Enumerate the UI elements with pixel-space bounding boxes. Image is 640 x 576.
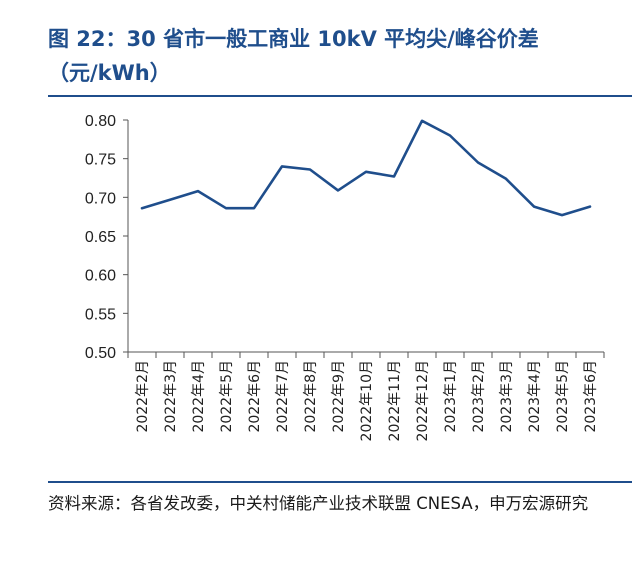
x-tick-label: 2022年8月 xyxy=(303,360,319,433)
series-line xyxy=(140,119,592,217)
x-axis-ticks: 2022年2月 2022年3月 2022年4月 2022年5月 2022年6月 2022年… xyxy=(127,352,605,441)
title-divider xyxy=(48,95,632,97)
x-tick-label: 2022年11月 xyxy=(387,360,403,441)
x-tick-label: 2023年1月 xyxy=(443,360,459,433)
y-tick-label: 0.75 xyxy=(85,152,116,169)
x-tick-label: 2023年6月 xyxy=(583,360,599,433)
x-tick-label: 2023年2月 xyxy=(471,360,487,433)
y-tick-label: 0.65 xyxy=(85,229,116,246)
x-tick-label: 2023年3月 xyxy=(499,360,515,433)
x-tick-label: 2022年12月 xyxy=(415,360,431,441)
chart-source-note: 资料来源：各省发改委，中关村储能产业技术联盟 CNESA，申万宏源研究 xyxy=(48,494,589,513)
x-tick-label: 2022年2月 xyxy=(135,360,151,433)
y-tick-label: 0.55 xyxy=(85,306,116,323)
chart-axes xyxy=(127,120,604,353)
x-tick-label: 2023年5月 xyxy=(555,360,571,433)
x-tick-label: 2022年9月 xyxy=(331,360,347,433)
x-tick-label: 2022年10月 xyxy=(359,360,375,441)
y-tick-label: 0.80 xyxy=(85,113,116,130)
y-tick-label: 0.70 xyxy=(85,190,116,207)
y-tick-label: 0.60 xyxy=(85,268,116,285)
x-tick-label: 2022年6月 xyxy=(247,360,263,433)
x-tick-label: 2023年4月 xyxy=(527,360,543,433)
y-axis-ticks: 0.50 0.55 0.60 0.65 0.70 0.75 0.80 xyxy=(85,113,128,362)
y-tick-label: 0.50 xyxy=(85,345,116,362)
chart-title: 图 22：30 省市一般工商业 10kV 平均尖/峰谷价差（元/kWh） xyxy=(48,27,539,85)
x-tick-label: 2022年3月 xyxy=(163,360,179,433)
source-divider xyxy=(48,481,632,483)
x-tick-label: 2022年7月 xyxy=(275,360,291,433)
x-tick-label: 2022年5月 xyxy=(219,360,235,433)
x-tick-label: 2022年4月 xyxy=(191,360,207,433)
